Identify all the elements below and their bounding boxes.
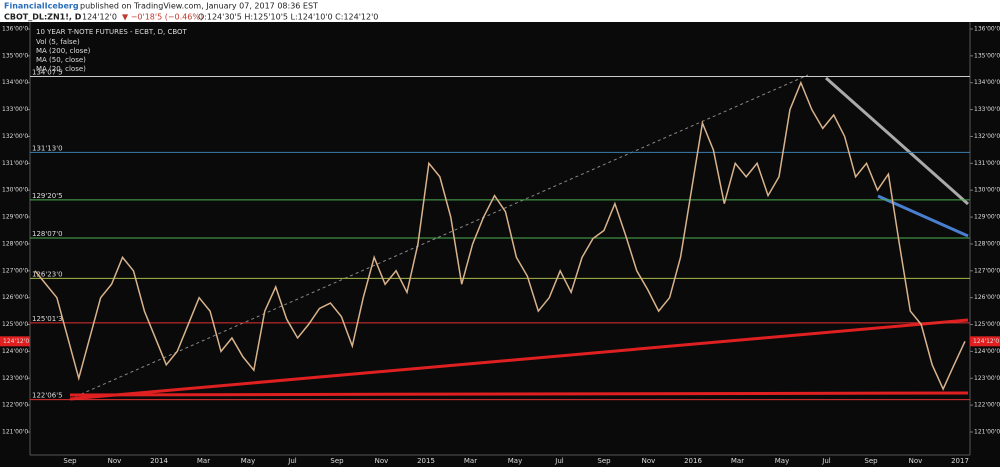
x-tick-label: Sep — [63, 457, 77, 465]
x-tick-label: Mar — [731, 457, 744, 465]
y-tick-label: 129'00'0 — [2, 214, 28, 221]
price-label: 124'12'0 — [3, 338, 29, 345]
x-tick-label: Jul — [821, 457, 831, 465]
level-label: 134'07'5 — [32, 68, 63, 76]
last: 124'12'0 — [82, 13, 117, 22]
y-tick-label: 129'00'0 — [974, 214, 1000, 221]
y-tick-label: 123'00'0 — [974, 375, 1000, 382]
y-tick-label: 131'00'0 — [974, 160, 1000, 167]
y-tick-label: 127'00'0 — [2, 267, 28, 274]
x-tick-label: Mar — [197, 457, 210, 465]
y-tick-label: 128'00'0 — [2, 240, 28, 247]
chart-title: 10 YEAR T-NOTE FUTURES - ECBT, D, CBOT — [36, 28, 188, 36]
trendline — [825, 76, 969, 206]
y-tick-label: 121'00'0 — [974, 429, 1000, 436]
x-tick-label: Nov — [375, 457, 389, 465]
level-label: 128'07'0 — [32, 230, 63, 238]
level-label: 126'23'0 — [32, 270, 63, 278]
y-tick-label: 130'00'0 — [974, 187, 1000, 194]
x-tick-label: Jul — [287, 457, 297, 465]
x-tick-label: Sep — [864, 457, 878, 465]
price-line — [34, 80, 966, 391]
level-label: 131'13'0 — [32, 144, 63, 152]
y-tick-label: 128'00'0 — [974, 240, 1000, 247]
y-tick-label: 122'00'0 — [974, 402, 1000, 409]
level-label: 122'06'5 — [32, 392, 63, 400]
y-tick-label: 125'00'0 — [974, 321, 1000, 328]
change: ▼ −0'18'5 (−0.46%) — [122, 13, 203, 22]
y-tick-label: 134'00'0 — [2, 79, 28, 86]
y-tick-label: 136'00'0 — [2, 26, 28, 33]
y-tick-label: 126'00'0 — [2, 294, 28, 301]
x-tick-label: 2016 — [684, 457, 702, 465]
indicator: MA (20, close) — [36, 65, 86, 73]
trendline — [69, 318, 969, 401]
y-tick-label: 135'00'0 — [974, 52, 1000, 59]
y-tick-label: 125'00'0 — [2, 321, 28, 328]
y-tick-label: 126'00'0 — [974, 294, 1000, 301]
trendline — [69, 391, 969, 397]
price-marker — [0, 336, 30, 347]
y-tick-label: 124'00'0 — [974, 348, 1000, 355]
x-tick-label: Nov — [108, 457, 122, 465]
y-tick-label: 133'00'0 — [974, 106, 1000, 113]
price-marker — [970, 336, 1000, 347]
ohlc: O:124'30'5 H:125'10'5 L:124'10'0 C:124'1… — [198, 13, 378, 22]
y-tick-label: 132'00'0 — [974, 133, 1000, 140]
indicator: MA (50, close) — [36, 56, 86, 64]
price-label: 124'12'0 — [973, 338, 999, 345]
indicator: Vol (5, false) — [36, 38, 80, 46]
y-tick-label: 127'00'0 — [974, 267, 1000, 274]
published: published on TradingView.com, January 07… — [80, 2, 318, 11]
y-tick-label: 124'00'0 — [2, 348, 28, 355]
y-tick-label: 121'00'0 — [2, 429, 28, 436]
y-tick-label: 132'00'0 — [2, 133, 28, 140]
x-tick-label: May — [775, 457, 789, 465]
x-tick-label: Mar — [464, 457, 477, 465]
x-tick-label: Nov — [642, 457, 656, 465]
x-tick-label: May — [508, 457, 522, 465]
x-tick-label: 2017 — [951, 457, 969, 465]
y-tick-label: 131'00'0 — [2, 160, 28, 167]
symbol: CBOT_DL:ZN1!, D — [4, 13, 82, 22]
y-tick-label: 122'00'0 — [2, 402, 28, 409]
x-tick-label: Nov — [909, 457, 923, 465]
y-tick-label: 135'00'0 — [2, 52, 28, 59]
y-tick-label: 134'00'0 — [974, 79, 1000, 86]
level-label: 129'20'5 — [32, 192, 63, 200]
x-tick-label: May — [241, 457, 255, 465]
x-tick-label: Jul — [554, 457, 564, 465]
level-label: 125'01'3 — [32, 315, 63, 323]
x-tick-label: 2015 — [417, 457, 435, 465]
x-tick-label: Sep — [597, 457, 611, 465]
indicator: MA (200, close) — [36, 47, 91, 55]
x-tick-label: Sep — [330, 457, 344, 465]
y-tick-label: 123'00'0 — [2, 375, 28, 382]
chart-area — [0, 22, 1000, 467]
x-tick-label: 2014 — [150, 457, 168, 465]
publisher[interactable]: FinancialIceberg — [4, 2, 79, 11]
trendline — [69, 74, 809, 400]
y-tick-label: 136'00'0 — [974, 26, 1000, 33]
y-tick-label: 133'00'0 — [2, 106, 28, 113]
y-tick-label: 130'00'0 — [2, 187, 28, 194]
